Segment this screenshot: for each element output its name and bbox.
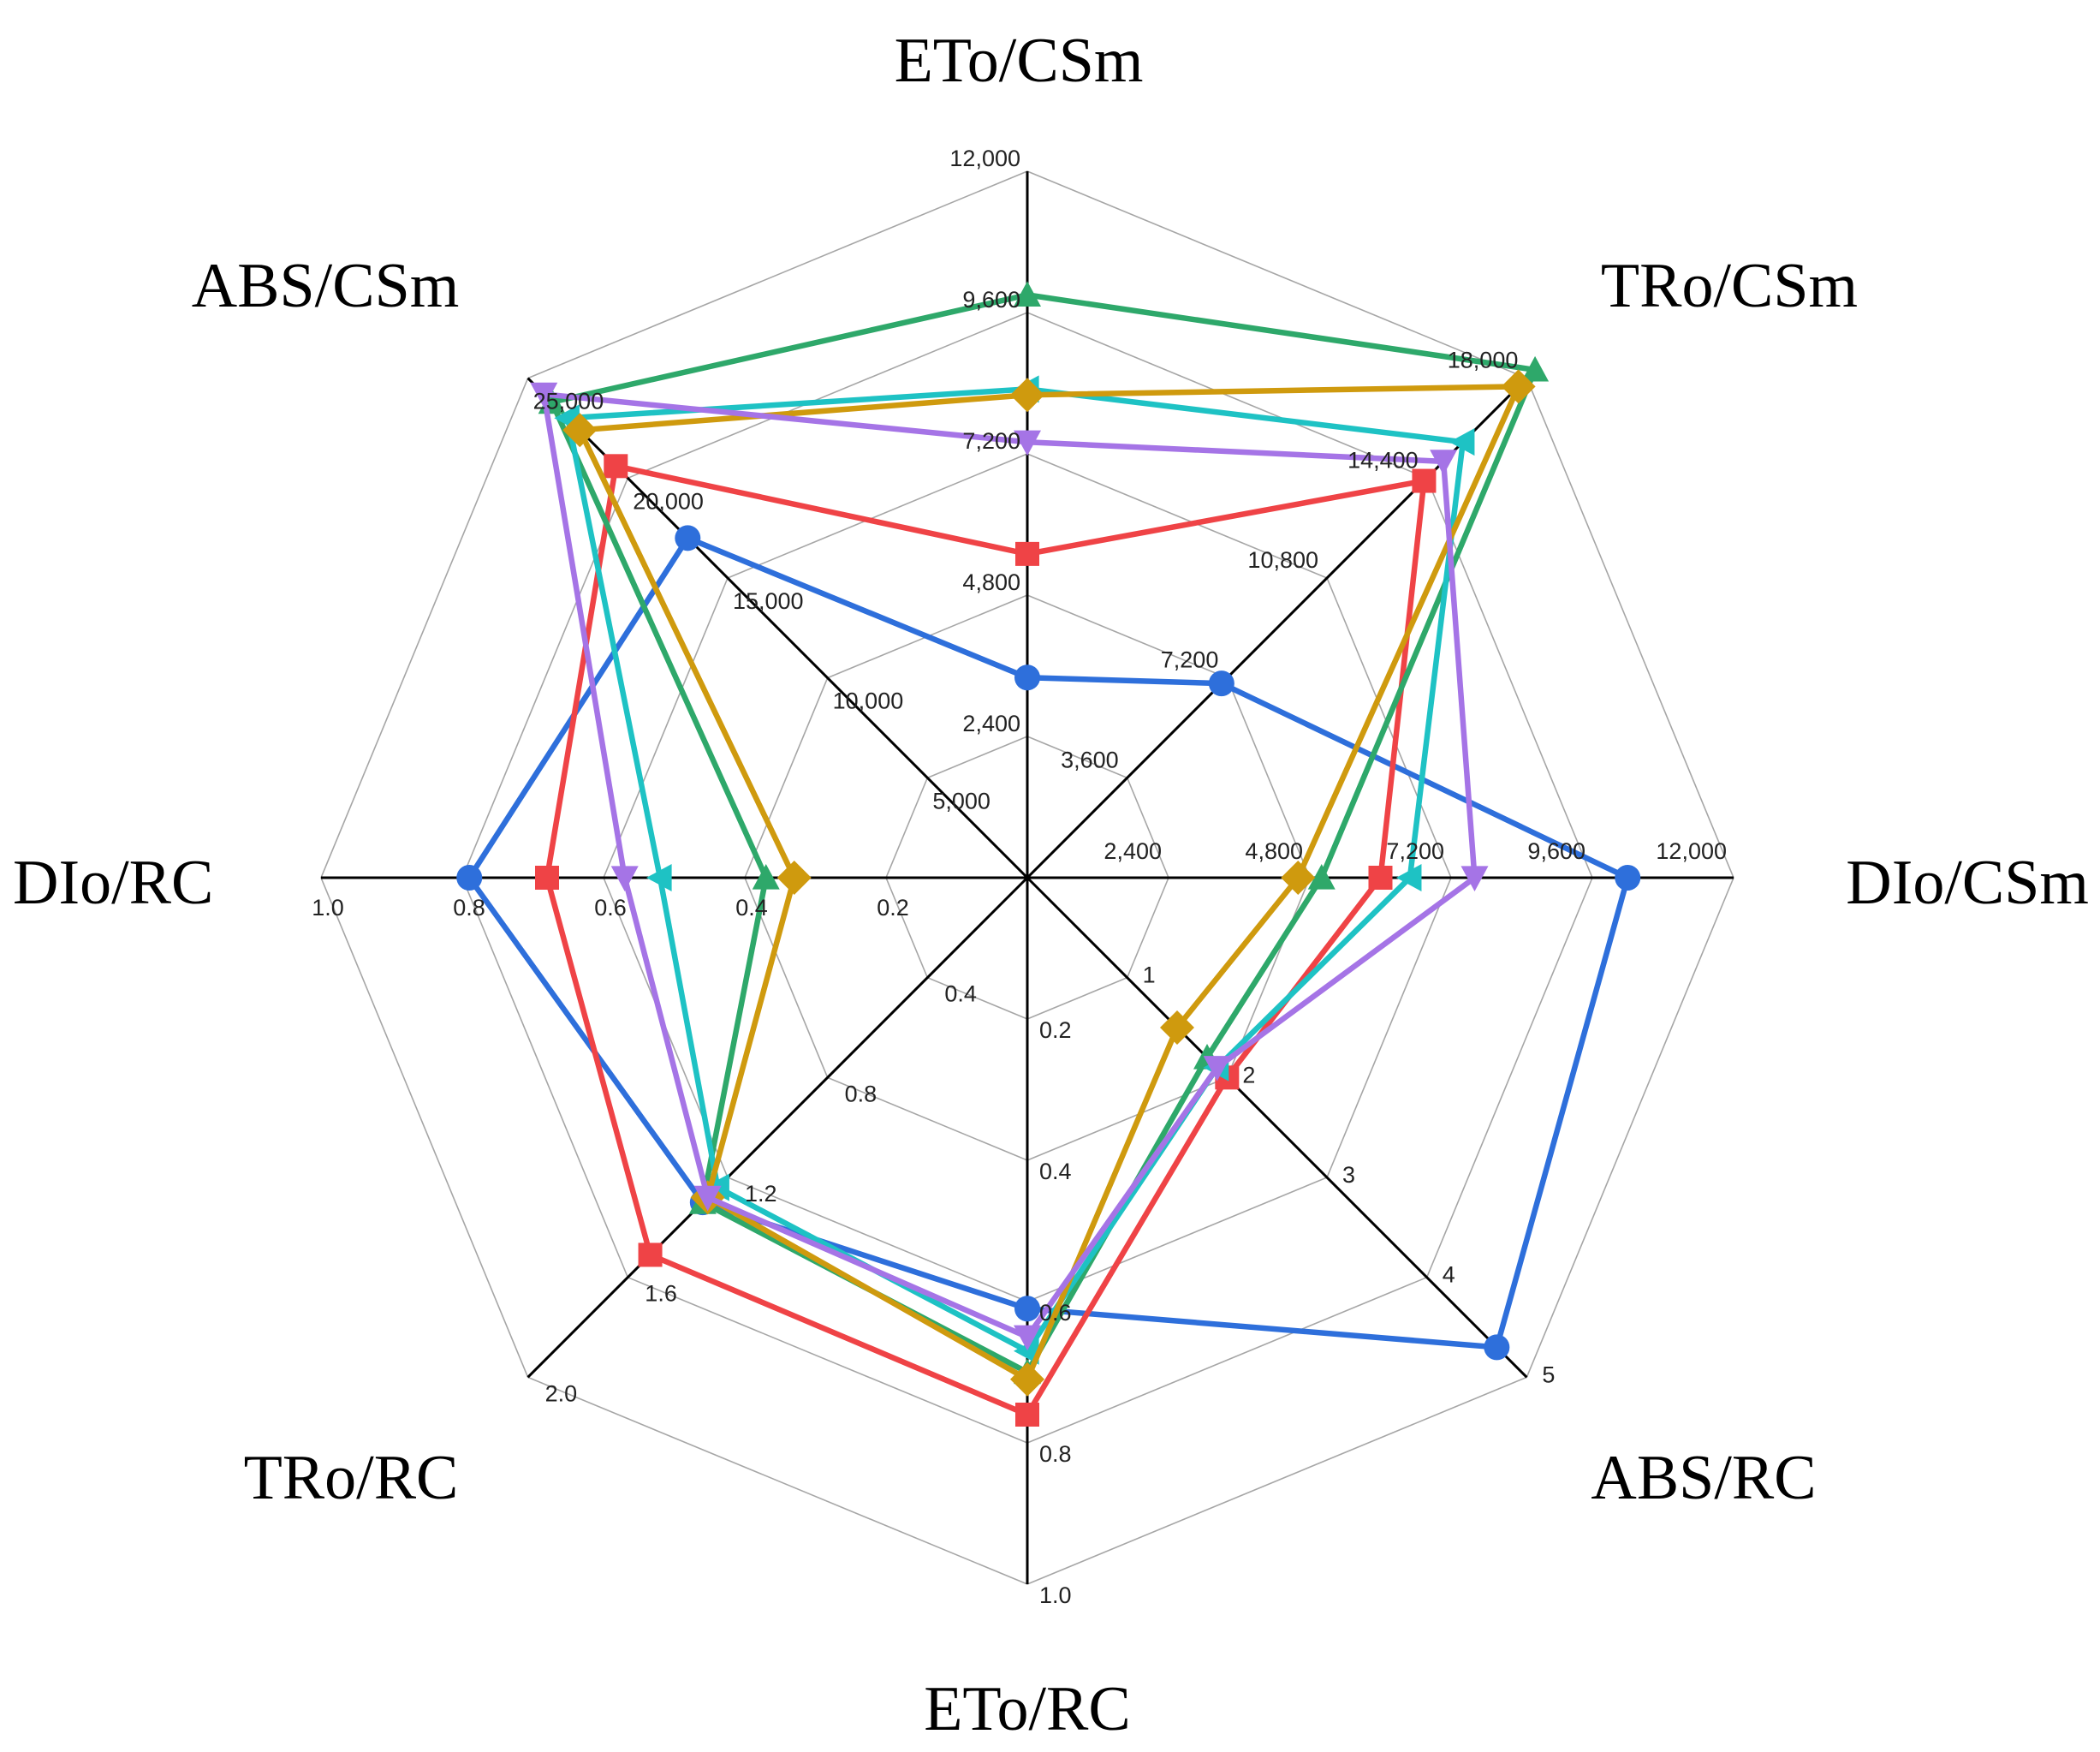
series-2-point-abs-csm: [604, 454, 628, 479]
series-1-point-dio-csm: [1615, 865, 1641, 891]
axis-title-abs-rc: ABS/RC: [1591, 1443, 1816, 1513]
tick-label-abs-csm-2: 10,000: [833, 688, 904, 714]
axis-title-tro-csm: TRo/CSm: [1601, 251, 1858, 321]
tick-label-tro-csm-4: 14,400: [1347, 447, 1419, 473]
tick-label-tro-csm-3: 10,800: [1247, 547, 1318, 573]
series-1-point-abs-rc: [1484, 1334, 1510, 1361]
series-4: [554, 375, 1475, 1365]
series-5-point-eto-rc: [1010, 1362, 1044, 1397]
series-5-point-tro-csm: [1501, 369, 1536, 404]
series-6-point-tro-csm: [1430, 450, 1458, 475]
series-1-point-dio-rc: [456, 865, 483, 891]
axis-line-tro-rc: [526, 876, 1029, 1379]
tick-label-abs-rc-5: 5: [1542, 1362, 1555, 1387]
axis-title-dio-csm: DIo/CSm: [1846, 848, 2089, 918]
series-2-point-tro-rc: [638, 1242, 663, 1267]
series-3-point-eto-csm: [1014, 281, 1041, 307]
series-2-point-dio-rc: [535, 866, 559, 890]
tick-label-dio-csm-4: 9,600: [1527, 838, 1585, 864]
tick-label-dio-rc-1: 0.2: [877, 895, 909, 921]
series: [456, 281, 1641, 1427]
series-6-point-eto-rc: [1014, 1325, 1041, 1351]
tick-label-eto-csm-4: 9,600: [962, 287, 1020, 313]
tick-label-dio-csm-2: 4,800: [1245, 838, 1303, 864]
axis-title-tro-rc: TRo/RC: [244, 1443, 459, 1513]
tick-label-abs-rc-4: 4: [1443, 1262, 1455, 1288]
tick-label-abs-csm-3: 15,000: [733, 588, 804, 614]
tick-label-tro-csm-1: 3,600: [1061, 747, 1119, 772]
series-5-point-eto-csm: [1010, 378, 1044, 413]
series-4-point-eto-rc: [1014, 1337, 1039, 1365]
series-1-point-eto-rc: [1014, 1296, 1040, 1322]
series-6-point-tro-rc: [693, 1185, 722, 1212]
tick-label-eto-rc-4: 0.8: [1039, 1441, 1072, 1467]
series-5-point-dio-rc: [776, 861, 812, 895]
tick-label-tro-rc-4: 1.6: [645, 1281, 677, 1307]
series-4-point-dio-csm: [1395, 864, 1422, 891]
tick-label-tro-rc-1: 0.4: [944, 981, 977, 1007]
series-5-point-abs-rc: [1160, 1010, 1195, 1046]
series-1: [456, 525, 1641, 1361]
series-4-point-dio-rc: [646, 864, 672, 891]
series-5-point-dio-csm: [1281, 861, 1316, 895]
series-2-point-eto-rc: [1015, 1403, 1039, 1427]
tick-label-eto-csm-2: 4,800: [962, 569, 1020, 595]
series-2-line: [544, 463, 1427, 1418]
series-6-point-dio-rc: [610, 866, 639, 891]
series-3-point-dio-rc: [752, 864, 780, 890]
tick-label-abs-rc-2: 2: [1242, 1062, 1255, 1088]
axis-title-eto-rc: ETo/RC: [924, 1674, 1131, 1744]
tick-label-tro-rc-5: 2.0: [545, 1380, 578, 1406]
tick-label-tro-rc-2: 0.8: [845, 1081, 877, 1106]
tick-label-dio-rc-3: 0.6: [594, 895, 627, 921]
tick-label-tro-csm-2: 7,200: [1161, 647, 1219, 673]
tick-label-eto-rc-1: 0.2: [1039, 1017, 1072, 1043]
tick-label-tro-rc-3: 1.2: [745, 1181, 777, 1207]
tick-label-eto-rc-5: 1.0: [1039, 1582, 1072, 1608]
tick-label-abs-csm-4: 20,000: [633, 488, 704, 514]
series-2-point-tro-csm: [1412, 468, 1437, 493]
tick-label-dio-rc-5: 1.0: [312, 895, 344, 921]
tick-label-abs-csm-5: 25,000: [533, 389, 604, 414]
tick-label-abs-rc-3: 3: [1342, 1162, 1355, 1188]
axis-title-eto-csm: ETo/CSm: [895, 26, 1144, 96]
axis-line-abs-rc: [1026, 876, 1528, 1379]
tick-label-abs-rc-1: 1: [1143, 962, 1156, 988]
series-2-point-dio-csm: [1368, 866, 1393, 890]
tick-label-dio-csm-5: 12,000: [1656, 838, 1727, 864]
series-2-point-eto-csm: [1015, 541, 1039, 566]
axis-titles: ETo/CSm TRo/CSm DIo/CSm ABS/RC ETo/RC TRo/RC D…: [13, 26, 2089, 1744]
series-6-point-dio-csm: [1460, 866, 1489, 891]
tick-label-tro-csm-5: 18,000: [1448, 348, 1519, 373]
series-6-point-eto-csm: [1014, 430, 1041, 456]
tick-label-eto-rc-3: 0.6: [1039, 1300, 1072, 1326]
tick-label-dio-rc-2: 0.4: [735, 895, 768, 921]
series-1-point-eto-csm: [1014, 664, 1040, 691]
series-5-point-abs-csm: [562, 413, 598, 448]
axis-title-dio-rc: DIo/RC: [13, 848, 213, 918]
series-4-point-tro-csm: [1449, 428, 1475, 456]
tick-label-eto-csm-1: 2,400: [962, 711, 1020, 736]
series-6: [530, 382, 1489, 1351]
series-3-point-dio-csm: [1307, 864, 1336, 890]
tick-label-eto-csm-3: 7,200: [962, 428, 1020, 454]
tick-label-eto-csm-5: 12,000: [949, 146, 1020, 171]
tick-label-dio-csm-1: 2,400: [1104, 838, 1162, 864]
tick-label-abs-csm-1: 5,000: [932, 788, 991, 813]
tick-label-dio-csm-3: 7,200: [1386, 838, 1444, 864]
series-1-point-tro-csm: [1208, 670, 1234, 697]
series-2: [535, 454, 1437, 1427]
series-3-point-tro-csm: [1521, 355, 1550, 382]
tick-label-dio-rc-4: 0.8: [453, 895, 485, 921]
tick-labels: 2,400 4,800 7,200 9,600 12,000 3,600 7,200 10,8…: [312, 146, 1727, 1608]
tick-label-eto-rc-2: 0.4: [1039, 1159, 1072, 1184]
axis-title-abs-csm: ABS/CSm: [192, 251, 460, 321]
series-1-point-abs-csm: [675, 525, 701, 551]
series-6-point-abs-csm: [530, 382, 558, 408]
series-6-point-abs-rc: [1203, 1056, 1231, 1082]
